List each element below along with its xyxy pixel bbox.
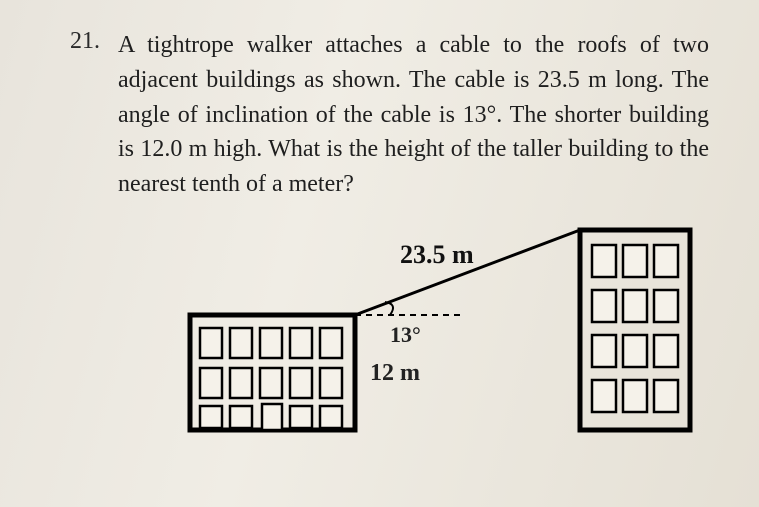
cable-length-label: 23.5 m — [400, 240, 474, 270]
problem-number: 21. — [70, 28, 100, 202]
problem-text: A tightrope walker attaches a cable to t… — [118, 28, 709, 202]
angle-label: 13° — [390, 322, 421, 348]
diagram: 23.5 m 13° 12 m — [180, 220, 700, 440]
problem-block: 21. A tightrope walker attaches a cable … — [70, 28, 709, 202]
short-building-windows — [200, 328, 342, 430]
door — [262, 404, 282, 430]
short-height-label: 12 m — [370, 360, 420, 387]
tall-building-windows — [592, 245, 678, 412]
